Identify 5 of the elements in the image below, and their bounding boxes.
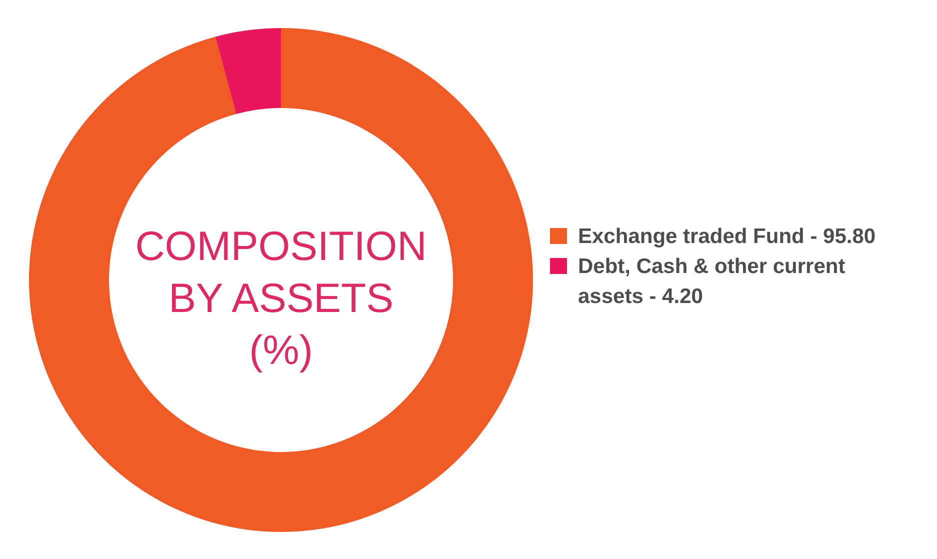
text: COMPOSITION BY ASSETS (%) bbox=[135, 223, 427, 373]
donut-slice bbox=[29, 28, 533, 532]
legend-label: Exchange traded Fund - 95.80 bbox=[578, 225, 876, 248]
donut-slice bbox=[215, 28, 281, 114]
legend-label: Debt, Cash & other current assets - 4.20 bbox=[578, 255, 846, 308]
